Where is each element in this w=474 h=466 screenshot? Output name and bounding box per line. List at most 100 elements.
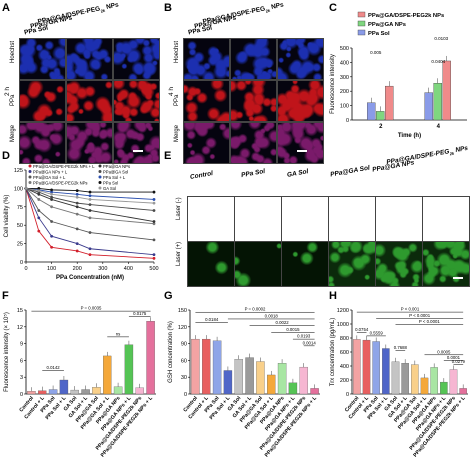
y-tick-label: 200: [340, 89, 349, 95]
y-tick-label: 30: [181, 375, 187, 381]
row-label-hoechst: Hoechst: [174, 40, 180, 63]
annotation: 0.0103: [434, 36, 448, 41]
micrograph-tile: [234, 241, 282, 287]
y-tick-label: 300: [340, 75, 349, 81]
micrograph-tile: [281, 241, 329, 287]
bar: [135, 387, 144, 395]
data-point: [24, 187, 28, 190]
micrograph-tile: [19, 80, 66, 122]
y-tick-label: 12: [17, 325, 23, 331]
micrograph-tile: [19, 38, 66, 80]
series-line: [25, 187, 155, 211]
data-point: [152, 220, 156, 223]
data-point: [37, 192, 41, 196]
bar: [277, 363, 287, 395]
legend-label: PPa@GA Sol + L: [33, 175, 66, 180]
series-line: [25, 188, 155, 256]
legend-marker: [28, 181, 32, 184]
bar: [385, 85, 394, 121]
legend-label: PPa@GA NPs: [103, 164, 130, 169]
bar: [38, 390, 47, 395]
data-point: [50, 195, 53, 199]
bar: [376, 111, 385, 121]
annotation: 0.0193: [297, 334, 311, 339]
annotation: 0.0015: [286, 327, 300, 332]
group-label-sol: PPa Sol: [187, 24, 213, 37]
scale-bar: [133, 150, 143, 152]
y-tick-label: 500: [340, 46, 349, 52]
bar: [459, 388, 467, 395]
bar: [70, 389, 79, 395]
y-tick-label: 0: [20, 392, 23, 398]
legend-label: GA Sol: [103, 186, 116, 191]
annotation: 0.0005: [437, 349, 451, 354]
bar: [420, 377, 429, 395]
data-point: [37, 189, 41, 193]
data-point: [152, 253, 156, 257]
data-point: [152, 198, 156, 201]
bar: [440, 381, 448, 395]
data-point: [75, 212, 79, 216]
bar: [430, 367, 438, 395]
legend-marker: [28, 175, 32, 179]
bar: [391, 361, 400, 395]
y-tick-label: 1000: [337, 322, 349, 328]
micrograph-tile: [187, 196, 235, 242]
row-label-ppa: PPa: [174, 94, 180, 106]
data-point: [88, 203, 92, 206]
y-tick-label: 125: [14, 168, 23, 174]
x-tick-label: 200: [73, 266, 82, 272]
bar: [124, 344, 134, 395]
data-point: [37, 198, 41, 201]
bar: [401, 363, 409, 395]
legend-label: PPa@GA NPs + L: [33, 169, 68, 174]
bar: [223, 370, 233, 395]
y-tick-label: 800: [340, 336, 349, 342]
bar: [202, 338, 211, 395]
y-tick-label: 0: [346, 392, 349, 398]
panel-label-h: H: [329, 290, 337, 302]
chart-c: 0 100 200 300 400 500 Fluorescence intensity 2 4…: [330, 11, 467, 139]
data-point: [152, 256, 156, 260]
row-label-laser-off: Laser (-): [176, 197, 182, 220]
annotation: 0.5559: [370, 330, 384, 335]
legend-swatch: [357, 20, 366, 27]
bar: [59, 379, 69, 395]
bar: [288, 382, 298, 395]
micrograph-tile: [234, 196, 282, 242]
row-label-hoechst: Hoechst: [10, 40, 16, 63]
data-point: [75, 205, 79, 209]
panel-label-g: G: [164, 290, 173, 302]
annotation: P < 0.0001: [419, 319, 440, 324]
data-point: [88, 190, 92, 194]
series-line: [25, 188, 155, 225]
x-tick-label: 2: [379, 124, 383, 130]
time-label: 4 h: [168, 86, 175, 96]
micrograph-tile: [66, 80, 113, 122]
data-point: [88, 247, 92, 251]
bar: [27, 391, 36, 395]
micrograph-tile: [375, 241, 423, 287]
data-point: [88, 253, 92, 257]
column-label-control: Control: [189, 170, 214, 181]
data-point: [37, 209, 41, 212]
legend-label: PPa Sol: [103, 180, 118, 185]
micrograph-tile: [113, 122, 160, 164]
group-label-sol: PPa Sol: [23, 24, 49, 37]
x-tick-label: 0: [24, 266, 27, 272]
series-line: [25, 187, 155, 200]
data-point: [50, 198, 53, 201]
bar: [367, 102, 376, 121]
bar: [411, 364, 419, 395]
data-point: [50, 192, 53, 196]
y-axis-label: Trx concentration (pg/mL): [330, 318, 336, 386]
bar: [424, 92, 433, 121]
data-point: [50, 205, 53, 209]
data-point: [152, 209, 156, 212]
series-line: [25, 188, 155, 241]
data-point: [152, 201, 156, 205]
bar: [113, 386, 123, 395]
column-label-ppa-ga-sol: PPa@GA Sol: [329, 164, 371, 179]
